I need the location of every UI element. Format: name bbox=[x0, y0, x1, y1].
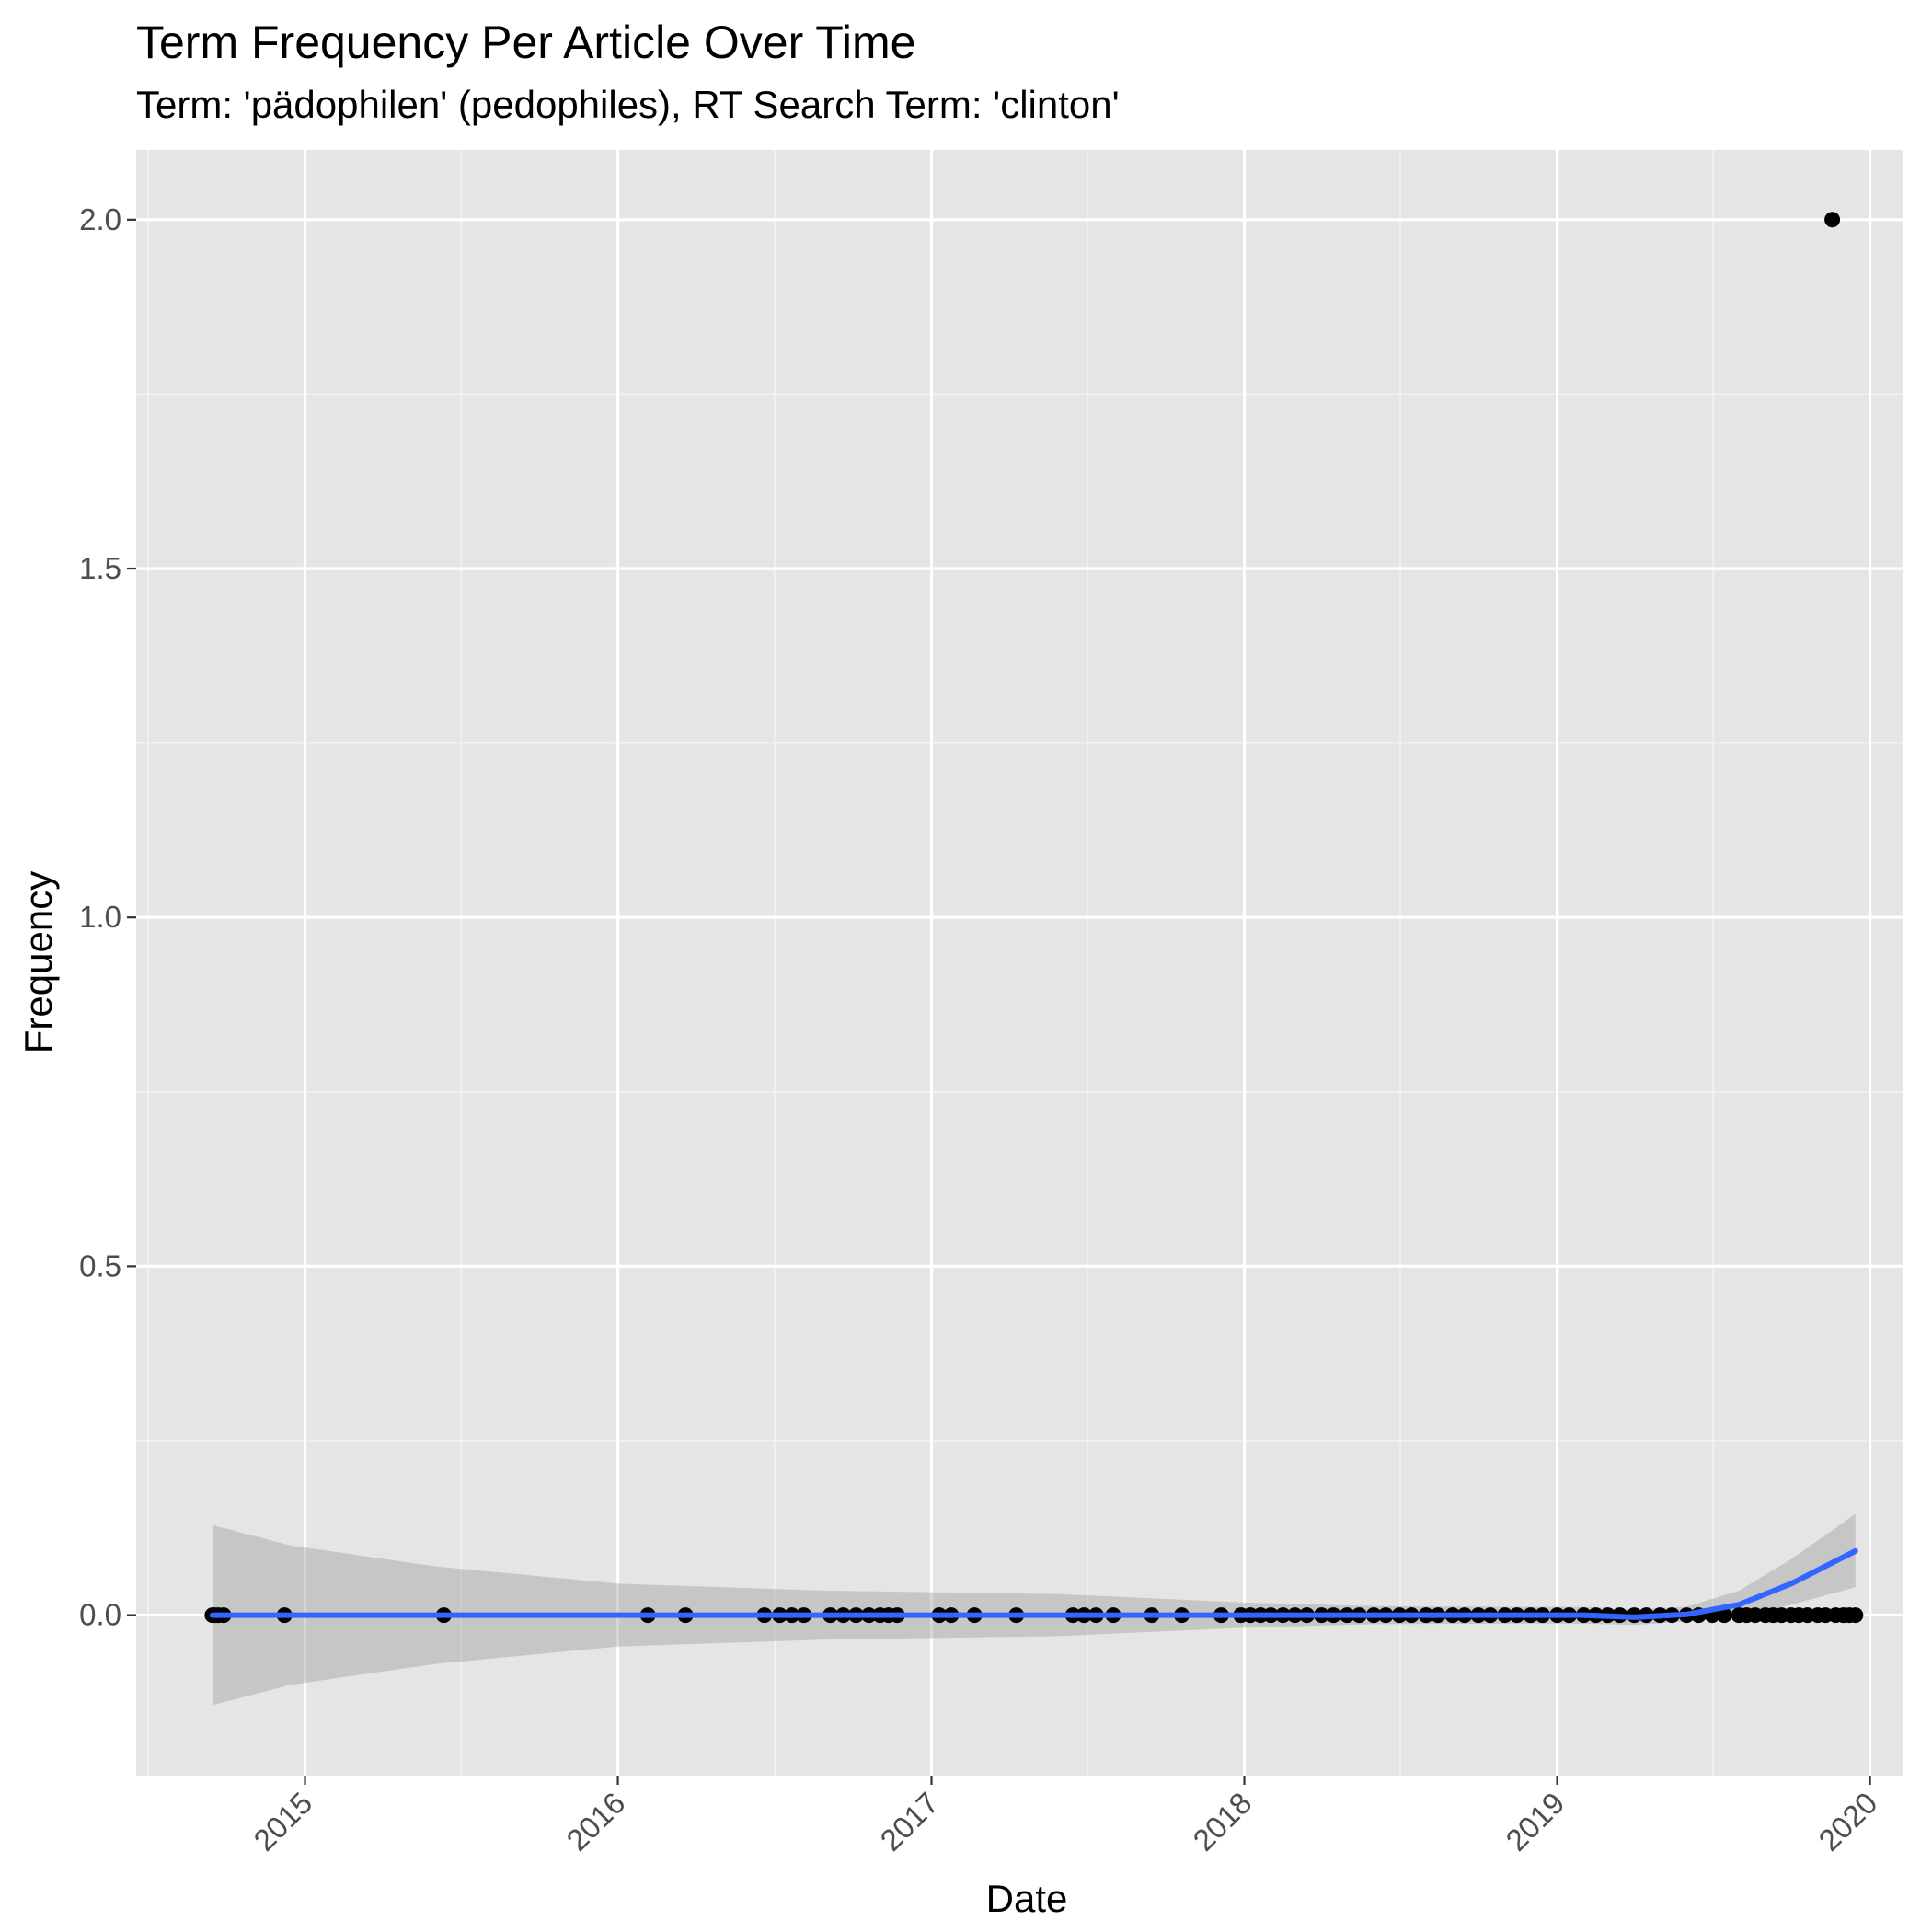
x-tick-label: 2018 bbox=[1186, 1786, 1258, 1857]
x-tick-label: 2015 bbox=[247, 1786, 318, 1857]
smooth-line bbox=[209, 1547, 1858, 1620]
confidence-band bbox=[212, 1513, 1856, 1706]
y-tick-label: 2.0 bbox=[79, 202, 121, 236]
grid-major bbox=[136, 150, 1903, 1776]
y-tick-label: 0.5 bbox=[79, 1248, 121, 1282]
x-axis: 2015 2016 2017 2018 2019 2020 bbox=[247, 1776, 1884, 1857]
y-tick-label: 1.0 bbox=[79, 900, 121, 934]
y-axis-title: Frequency bbox=[17, 871, 60, 1053]
x-axis-title: Date bbox=[986, 1877, 1068, 1920]
chart-title: Term Frequency Per Article Over Time bbox=[136, 17, 916, 68]
y-tick-label: 0.0 bbox=[79, 1598, 121, 1632]
y-axis: 0.0 0.5 1.0 1.5 2.0 bbox=[79, 202, 136, 1632]
plot-panel bbox=[136, 150, 1903, 1776]
chart-subtitle: Term: 'pädophilen' (pedophiles), RT Sear… bbox=[136, 83, 1120, 126]
data-point bbox=[1716, 1607, 1732, 1624]
smooth-line-layer bbox=[209, 1547, 1858, 1620]
x-tick-label: 2017 bbox=[873, 1786, 945, 1857]
grid-minor bbox=[136, 150, 1903, 1776]
confidence-band-layer bbox=[212, 1513, 1856, 1706]
data-point bbox=[1824, 212, 1841, 228]
x-tick-label: 2020 bbox=[1811, 1786, 1883, 1857]
x-tick-label: 2016 bbox=[559, 1786, 631, 1857]
x-tick-label: 2019 bbox=[1499, 1786, 1570, 1857]
data-point bbox=[1847, 1607, 1864, 1624]
y-tick-label: 1.5 bbox=[79, 551, 121, 585]
